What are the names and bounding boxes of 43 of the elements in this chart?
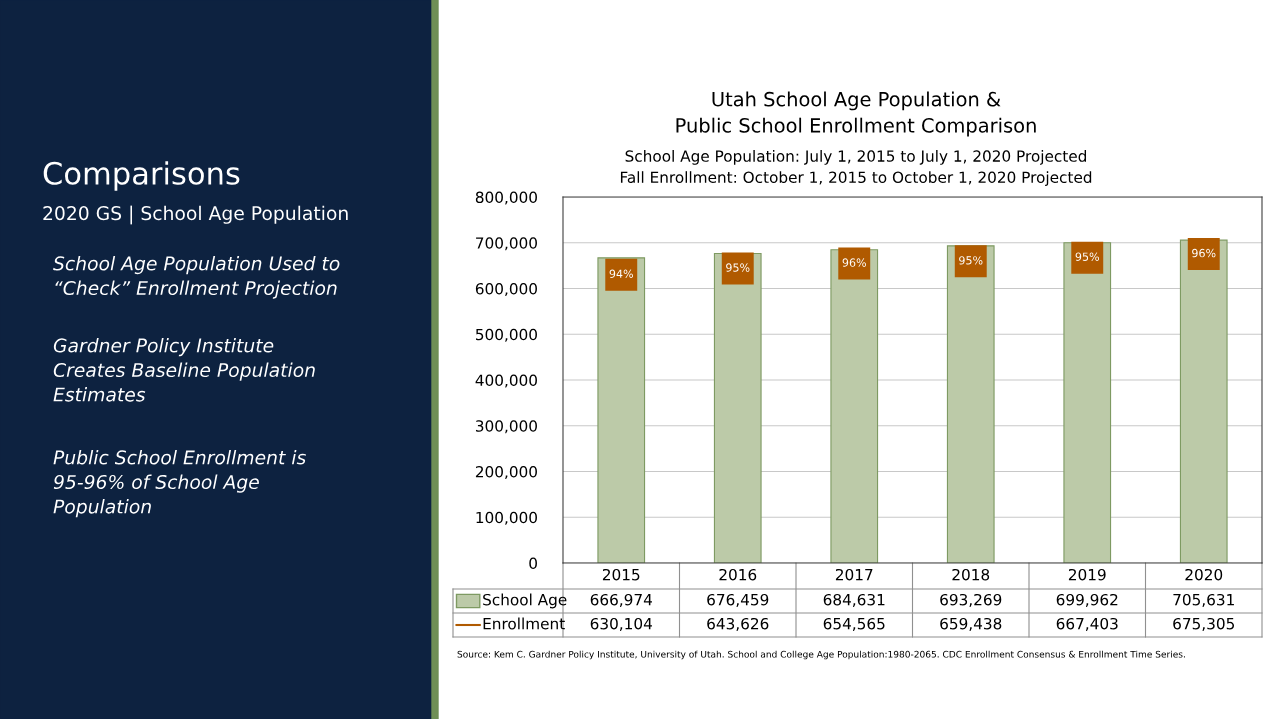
text: Public School Enrollment is 95-96% of School Age Population (53, 450, 306, 518)
x-tick-label: 2020 (1185, 568, 1223, 581)
x-tick-label: 2015 (602, 568, 640, 581)
data-label: 654,565 (823, 617, 885, 631)
source-note: Source: Kem C. Gardner Policy Institute, University of Utah. School and College Age Population:1980-2065. CDC Enrollment Consensus & Enrollment Time Series. (457, 650, 1185, 660)
chart-title: Utah School Age Population & Public School Enrollment Comparison (676, 91, 1036, 137)
y-tick-label: 300,000 (475, 420, 537, 434)
annotation: 94% (609, 269, 633, 278)
data-label: 643,626 (707, 617, 769, 631)
data-label: 666,974 (590, 593, 652, 607)
data-label: 675,305 (1173, 617, 1234, 631)
chart-subtitle: School Age Population: July 1, 2015 to July 1, 2020 Projected Fall Enrollment: October 1, 2015 to October 1, 2020 Projected (620, 150, 1092, 186)
x-tick-label: 2018 (952, 568, 990, 581)
text: 2020 GS | School Age Population (43, 205, 348, 225)
data-label: 684,631 (823, 593, 885, 607)
annotation: 96% (1192, 248, 1216, 258)
data-label: 659,438 (940, 617, 1002, 631)
data-label: 630,104 (590, 617, 652, 631)
x-tick-label: 2019 (1068, 568, 1106, 581)
annotation: 96% (842, 258, 866, 267)
x-tick-label: 2017 (835, 568, 873, 581)
annotation: 95% (959, 256, 983, 265)
data-label: 693,269 (940, 593, 1002, 607)
annotation: 95% (726, 263, 750, 272)
text: Gardner Policy Institute Creates Baseline Population Estimates (53, 338, 315, 402)
y-tick-label: 500,000 (476, 328, 537, 342)
y-tick-label: 700,000 (476, 237, 537, 251)
data-label: 699,962 (1056, 593, 1118, 607)
y-tick-label: 0 (529, 557, 537, 570)
text: Comparisons (43, 161, 240, 191)
y-tick-label: 400,000 (475, 374, 537, 388)
legend-label: School Age (483, 593, 567, 609)
annotation: 95% (1075, 252, 1099, 261)
data-label: 705,631 (1173, 593, 1234, 607)
data-label: 667,403 (1056, 617, 1118, 631)
y-tick-label: 800,000 (475, 191, 537, 205)
legend-label: Enrollment (483, 617, 565, 630)
y-tick-label: 200,000 (475, 465, 537, 480)
data-label: 676,459 (707, 593, 769, 607)
y-tick-label: 100,000 (476, 511, 537, 525)
y-tick-label: 600,000 (475, 282, 537, 297)
x-tick-label: 2016 (719, 568, 757, 581)
text: School Age Population Used to “Check” Enrollment Projection (53, 256, 340, 299)
